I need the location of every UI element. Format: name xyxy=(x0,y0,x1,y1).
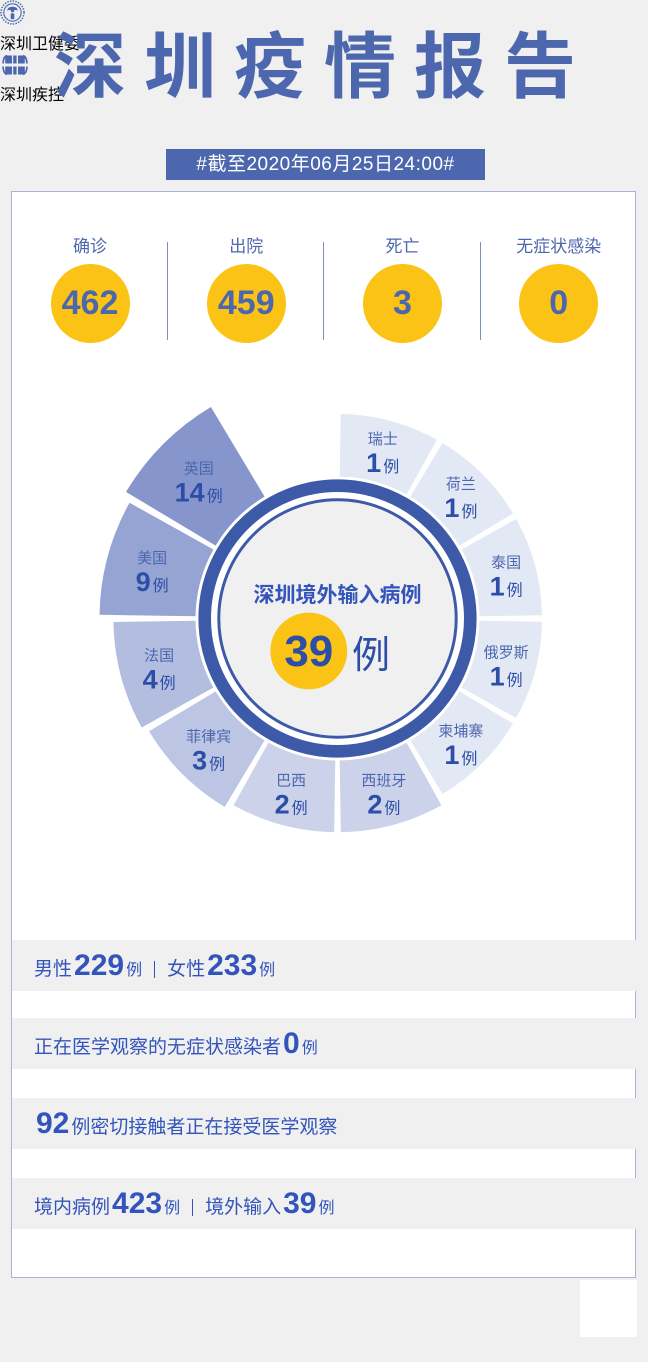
svg-text:2例: 2例 xyxy=(275,790,308,820)
svg-text:4例: 4例 xyxy=(143,664,176,694)
svg-text:深圳境外输入病例: 深圳境外输入病例 xyxy=(254,579,422,609)
svg-text:1例: 1例 xyxy=(490,571,523,601)
svg-text:39: 39 xyxy=(284,627,333,676)
svg-text:1例: 1例 xyxy=(490,662,523,692)
svg-text:1例: 1例 xyxy=(366,448,399,478)
svg-text:美国: 美国 xyxy=(137,547,167,568)
svg-text:泰国: 泰国 xyxy=(491,551,521,572)
svg-text:2例: 2例 xyxy=(367,790,400,820)
svg-text:荷兰: 荷兰 xyxy=(446,473,476,494)
svg-text:1例: 1例 xyxy=(444,493,477,523)
svg-text:3例: 3例 xyxy=(192,745,225,775)
svg-text:14例: 14 例 xyxy=(175,478,223,508)
svg-text:9例: 9例 xyxy=(136,567,169,597)
svg-text:法国: 法国 xyxy=(144,644,174,665)
svg-text:英国: 英国 xyxy=(184,458,214,479)
svg-text:菲律宾: 菲律宾 xyxy=(186,725,231,746)
svg-text:1例: 1例 xyxy=(444,740,477,770)
svg-text:瑞士: 瑞士 xyxy=(368,428,398,449)
svg-text:例: 例 xyxy=(352,624,390,679)
svg-text:柬埔寨: 柬埔寨 xyxy=(438,720,483,741)
svg-text:巴西: 巴西 xyxy=(276,770,306,791)
svg-text:西班牙: 西班牙 xyxy=(361,770,406,791)
svg-text:俄罗斯: 俄罗斯 xyxy=(484,642,529,663)
